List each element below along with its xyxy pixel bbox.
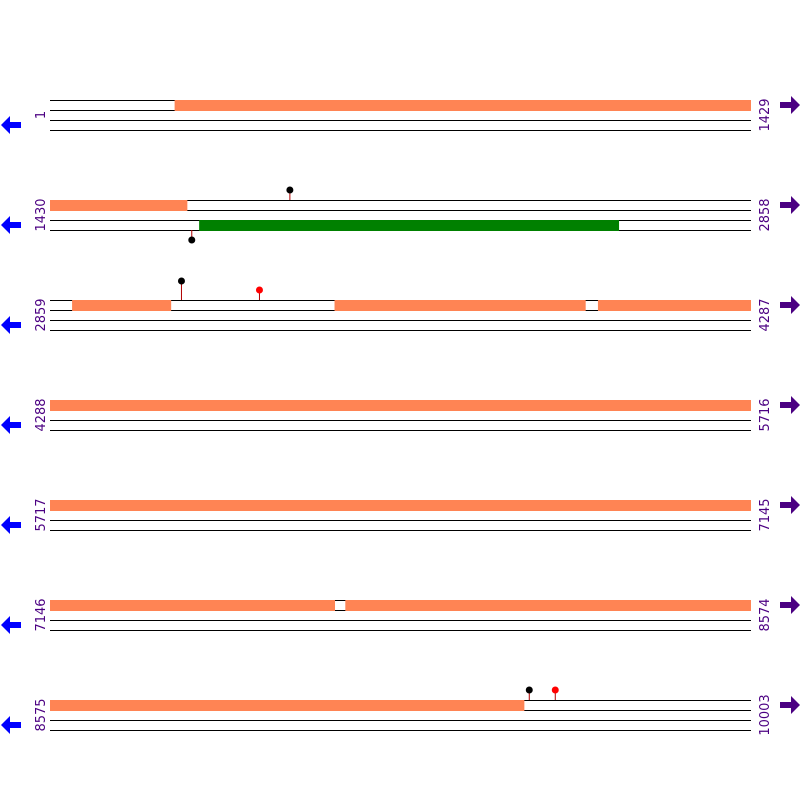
- arrow-left-icon: [1, 516, 21, 534]
- row-end-label: 1429: [758, 98, 773, 131]
- orf-bar: [334, 300, 586, 311]
- arrow-right-icon: [780, 196, 800, 214]
- sequence-row: 8575 10003: [1, 686, 800, 736]
- sequence-row: 5717 7145: [1, 496, 800, 534]
- row-end-label: 7145: [758, 498, 773, 531]
- row-start-label: 4288: [34, 398, 49, 431]
- row-end-label: 8574: [758, 598, 773, 631]
- arrow-right-icon: [780, 96, 800, 114]
- sequence-row: 1430 2858: [1, 186, 800, 244]
- row-start-label: 1430: [34, 198, 49, 231]
- row-end-label: 10003: [758, 694, 773, 735]
- orf-bar: [72, 300, 172, 311]
- arrow-right-icon: [780, 696, 800, 714]
- sequence-row: 4288 5716: [1, 396, 800, 434]
- row-end-label: 2858: [758, 198, 773, 231]
- orf-bar: [50, 600, 336, 611]
- arrow-left-icon: [1, 416, 21, 434]
- arrow-right-icon: [780, 496, 800, 514]
- row-start-label: 1: [34, 111, 49, 119]
- arrow-left-icon: [1, 216, 21, 234]
- row-start-label: 8575: [34, 698, 49, 731]
- sequence-row: 1 1429: [1, 96, 800, 134]
- orf-bar: [50, 500, 751, 511]
- orf-bar: [345, 600, 751, 611]
- orf-bar: [597, 300, 751, 311]
- row-start-label: 7146: [34, 598, 49, 631]
- arrow-right-icon: [780, 596, 800, 614]
- arrow-left-icon: [1, 616, 21, 634]
- row-start-label: 5717: [34, 498, 49, 531]
- sequence-row: 2859 4287: [1, 277, 800, 334]
- site-marker: [525, 686, 533, 694]
- row-end-label: 5716: [758, 398, 773, 431]
- site-marker: [255, 286, 263, 294]
- orf-bar: [50, 200, 188, 211]
- site-marker: [551, 686, 559, 694]
- site-marker: [286, 186, 294, 194]
- arrow-right-icon: [780, 396, 800, 414]
- orf-bar: [50, 400, 751, 411]
- arrow-right-icon: [780, 296, 800, 314]
- row-end-label: 4287: [758, 298, 773, 331]
- arrow-left-icon: [1, 316, 21, 334]
- site-marker: [177, 277, 185, 285]
- site-marker: [188, 236, 196, 244]
- sequence-row: 7146 8574: [1, 596, 800, 634]
- reverse-orf-bar: [199, 220, 620, 231]
- orf-bar: [50, 700, 525, 711]
- arrow-left-icon: [1, 716, 21, 734]
- arrow-left-icon: [1, 116, 21, 134]
- row-start-label: 2859: [34, 298, 49, 331]
- orf-bar: [174, 100, 752, 111]
